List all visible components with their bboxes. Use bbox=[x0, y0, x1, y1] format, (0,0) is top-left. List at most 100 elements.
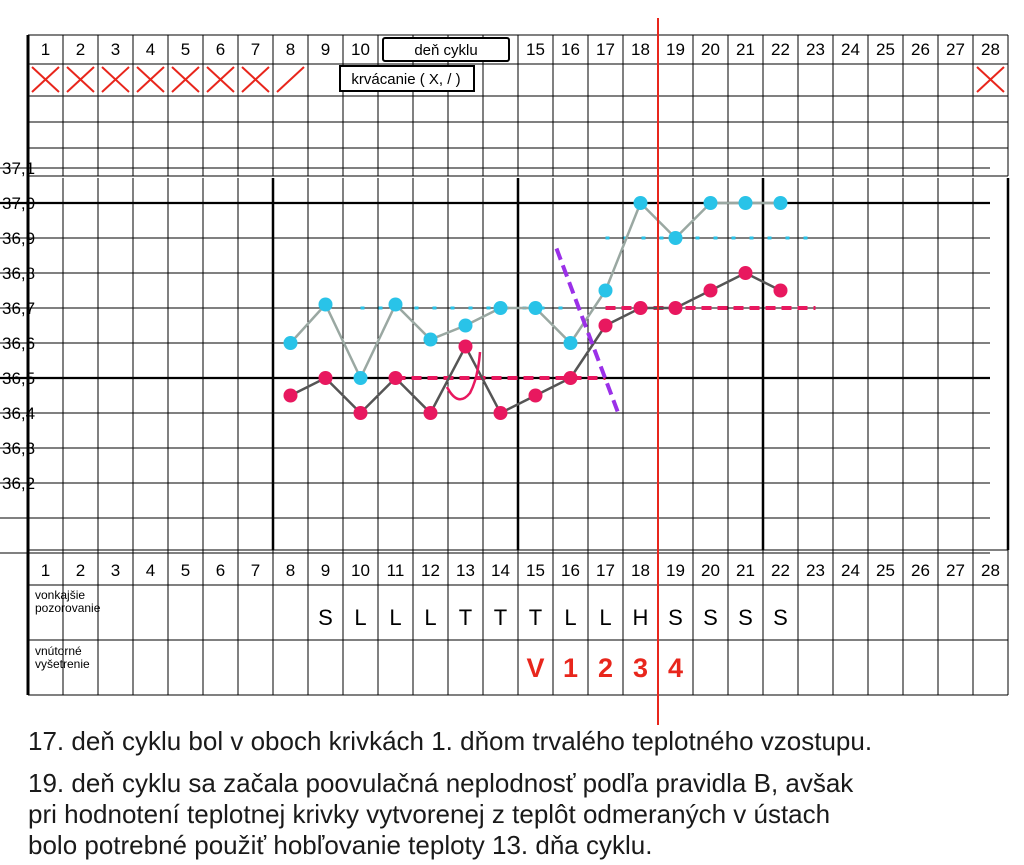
data-point-cyan bbox=[283, 336, 298, 350]
day-number-bottom: 22 bbox=[771, 561, 790, 580]
day-number-bottom: 7 bbox=[251, 561, 260, 580]
bleeding-label: krvácanie ( X, / ) bbox=[351, 71, 460, 88]
day-number-top: 7 bbox=[251, 40, 260, 59]
day-number-bottom: 19 bbox=[666, 561, 685, 580]
data-point-pink bbox=[703, 283, 718, 298]
external-obs-letter: H bbox=[633, 605, 649, 630]
data-point-pink bbox=[738, 266, 753, 280]
data-point-pink bbox=[773, 283, 788, 298]
internal-row-label: vnútorné bbox=[35, 644, 82, 658]
day-number-bottom: 4 bbox=[146, 561, 155, 580]
day-number-top: 8 bbox=[286, 40, 295, 59]
data-point-cyan bbox=[703, 196, 718, 210]
day-number-bottom: 5 bbox=[181, 561, 190, 580]
data-point-pink bbox=[633, 301, 648, 315]
day-number-bottom: 17 bbox=[596, 561, 615, 580]
day-number-bottom: 21 bbox=[736, 561, 755, 580]
caption-line-2: 19. deň cyklu sa začala poovulačná neplo… bbox=[28, 768, 854, 798]
day-number-bottom: 10 bbox=[351, 561, 370, 580]
data-point-pink bbox=[668, 301, 683, 315]
y-tick-label: 36,3 bbox=[2, 439, 35, 458]
data-point-cyan bbox=[458, 318, 473, 333]
day-number-top: 28 bbox=[981, 40, 1000, 59]
external-obs-letter: S bbox=[773, 605, 788, 630]
bleeding-box bbox=[339, 65, 475, 92]
external-obs-letter: L bbox=[599, 605, 611, 630]
data-point-cyan bbox=[633, 196, 648, 210]
day-number-top: 2 bbox=[76, 40, 85, 59]
day-number-top: 9 bbox=[321, 40, 330, 59]
day-number-bottom: 20 bbox=[701, 561, 720, 580]
day-number-bottom: 14 bbox=[491, 561, 510, 580]
day-number-top: 15 bbox=[526, 40, 545, 59]
data-point-pink bbox=[528, 388, 543, 403]
smoothing-arc bbox=[445, 351, 482, 401]
day-number-top: 23 bbox=[806, 40, 825, 59]
y-tick-label: 36,7 bbox=[2, 299, 35, 318]
annotations bbox=[31, 18, 1005, 725]
data-point-pink bbox=[388, 371, 403, 385]
day-number-bottom: 16 bbox=[561, 561, 580, 580]
day-number-bottom: 26 bbox=[911, 561, 930, 580]
cycle-day-label: deň cyklu bbox=[414, 42, 477, 59]
data-point-cyan bbox=[773, 196, 788, 210]
data-point-pink bbox=[493, 406, 508, 420]
bleeding-x-mark bbox=[976, 66, 1005, 93]
y-tick-label: 36,4 bbox=[2, 404, 35, 423]
day-number-bottom: 24 bbox=[841, 561, 860, 580]
day-number-top: 21 bbox=[736, 40, 755, 59]
caption-line-1: 17. deň cyklu bol v oboch krivkách 1. dň… bbox=[28, 726, 873, 756]
day-number-top: 16 bbox=[561, 40, 580, 59]
external-obs-letter: S bbox=[738, 605, 753, 630]
day-number-bottom: 11 bbox=[387, 561, 405, 580]
internal-row-label: vyšetrenie bbox=[35, 657, 90, 671]
external-obs-letter: L bbox=[564, 605, 576, 630]
y-tick-label: 37,0 bbox=[2, 194, 35, 213]
bleeding-x-mark bbox=[66, 66, 95, 93]
bleeding-x-mark bbox=[136, 66, 165, 93]
data-point-pink bbox=[283, 388, 298, 403]
y-tick-label: 36,8 bbox=[2, 264, 35, 283]
external-obs-letter: T bbox=[529, 605, 542, 630]
data-point-cyan bbox=[353, 371, 368, 385]
internal-obs-label: 2 bbox=[598, 653, 613, 683]
grid bbox=[0, 34, 1010, 696]
cycle-chart: 1 2 3 4 5 6 7 8 9 10 15 16 17 18 19 20 21 22 23 24 25 26 27 281… bbox=[0, 18, 1010, 725]
data-point-cyan bbox=[423, 332, 438, 347]
external-obs-letter: T bbox=[494, 605, 507, 630]
day-number-bottom: 6 bbox=[216, 561, 225, 580]
day-number-top: 18 bbox=[631, 40, 650, 59]
day-number-bottom: 12 bbox=[421, 561, 440, 580]
day-number-bottom: 18 bbox=[631, 561, 650, 580]
day-number-bottom: 1 bbox=[41, 561, 50, 580]
day-number-bottom: 27 bbox=[946, 561, 965, 580]
day-number-top: 26 bbox=[911, 40, 930, 59]
external-obs-letter: L bbox=[424, 605, 436, 630]
day-number-top: 4 bbox=[146, 40, 155, 59]
internal-obs-label: 1 bbox=[563, 653, 578, 683]
external-obs-letter: S bbox=[668, 605, 683, 630]
day-number-top: 19 bbox=[666, 40, 685, 59]
data-point-pink bbox=[458, 339, 473, 354]
internal-obs-label: 4 bbox=[668, 653, 683, 683]
bleeding-slash-mark bbox=[276, 66, 305, 93]
day-number-bottom: 25 bbox=[876, 561, 895, 580]
data-point-cyan bbox=[668, 231, 683, 245]
y-tick-label: 36,9 bbox=[2, 229, 35, 248]
bleeding-x-mark bbox=[101, 66, 130, 93]
day-number-bottom: 23 bbox=[806, 561, 825, 580]
day-number-bottom: 9 bbox=[321, 561, 330, 580]
bleeding-x-mark bbox=[241, 66, 270, 93]
data-point-pink bbox=[563, 371, 578, 385]
external-obs-letter: T bbox=[459, 605, 472, 630]
external-obs-letter: L bbox=[389, 605, 401, 630]
bleeding-x-mark bbox=[31, 66, 60, 93]
data-point-pink bbox=[318, 371, 333, 385]
day-number-bottom: 3 bbox=[111, 561, 120, 580]
day-number-top: 17 bbox=[596, 40, 615, 59]
bleeding-x-mark bbox=[171, 66, 200, 93]
external-obs-letter: L bbox=[354, 605, 366, 630]
data-point-cyan bbox=[318, 297, 333, 312]
data-point-pink bbox=[598, 318, 613, 333]
day-number-bottom: 8 bbox=[286, 561, 295, 580]
